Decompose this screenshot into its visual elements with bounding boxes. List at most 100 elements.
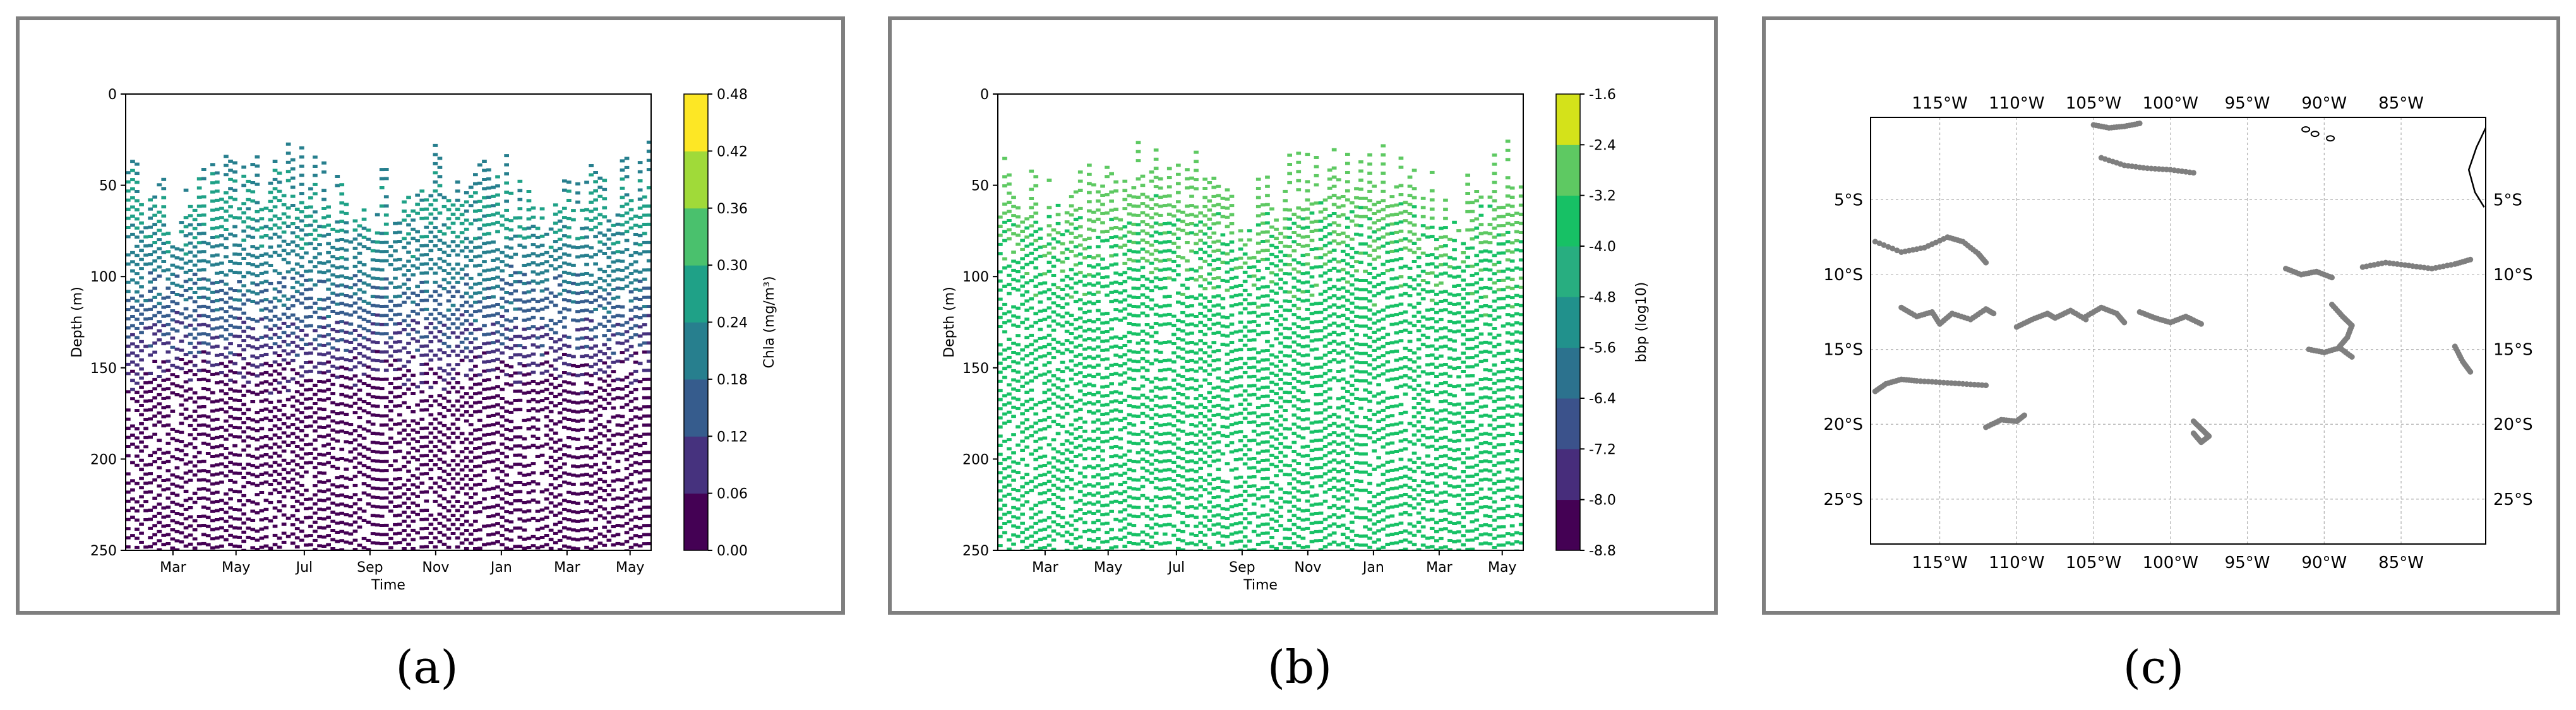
heatmap-cell bbox=[446, 445, 452, 449]
heatmap-cell bbox=[126, 353, 131, 357]
heatmap-cell bbox=[1064, 485, 1070, 488]
heatmap-cell bbox=[215, 290, 220, 293]
heatmap-cell bbox=[450, 477, 456, 481]
heatmap-cell bbox=[606, 456, 612, 460]
heatmap-cell bbox=[495, 512, 500, 516]
heatmap-cell bbox=[135, 244, 140, 248]
heatmap-cell bbox=[589, 529, 594, 533]
heatmap-cell bbox=[1051, 319, 1057, 323]
heatmap-cell bbox=[326, 461, 331, 464]
heatmap-cell bbox=[263, 370, 269, 374]
heatmap-cell bbox=[308, 461, 313, 464]
heatmap-cell bbox=[642, 213, 647, 217]
heatmap-cell bbox=[535, 454, 541, 458]
heatmap-cell bbox=[379, 414, 385, 418]
heatmap-cell bbox=[370, 249, 376, 252]
heatmap-cell bbox=[1051, 465, 1057, 469]
heatmap-cell bbox=[205, 534, 211, 538]
heatmap-cell bbox=[370, 449, 376, 453]
heatmap-cell bbox=[259, 408, 265, 412]
heatmap-cell bbox=[304, 224, 309, 228]
heatmap-cell bbox=[606, 356, 612, 360]
heatmap-cell bbox=[504, 309, 509, 312]
heatmap-cell bbox=[179, 394, 184, 398]
heatmap-cell bbox=[259, 545, 265, 549]
heatmap-cell bbox=[135, 217, 140, 221]
heatmap-cell bbox=[361, 290, 367, 294]
heatmap-cell bbox=[294, 518, 300, 521]
heatmap-cell bbox=[1082, 475, 1087, 479]
heatmap-cell bbox=[1038, 519, 1043, 523]
heatmap-cell bbox=[179, 312, 184, 316]
heatmap-cell bbox=[517, 508, 523, 512]
heatmap-cell bbox=[152, 341, 157, 345]
heatmap-cell bbox=[192, 446, 198, 449]
heatmap-cell bbox=[313, 365, 318, 369]
heatmap-cell bbox=[1055, 459, 1061, 463]
heatmap-cell bbox=[237, 453, 242, 457]
heatmap-cell bbox=[1029, 242, 1034, 246]
heatmap-cell bbox=[624, 211, 630, 215]
heatmap-cell bbox=[562, 425, 567, 429]
heatmap-cell bbox=[165, 377, 171, 381]
heatmap-cell bbox=[232, 444, 237, 447]
heatmap-cell bbox=[597, 295, 603, 299]
heatmap-cell bbox=[491, 450, 496, 454]
heatmap-cell bbox=[188, 396, 193, 400]
x-tick-label: Jul bbox=[295, 560, 313, 576]
heatmap-cell bbox=[424, 326, 429, 329]
heatmap-cell bbox=[477, 246, 482, 249]
heatmap-cell bbox=[126, 253, 131, 257]
heatmap-cell bbox=[215, 171, 220, 175]
heatmap-cell bbox=[517, 408, 523, 411]
heatmap-cell bbox=[281, 504, 287, 508]
heatmap-cell bbox=[1024, 281, 1029, 285]
heatmap-cell bbox=[628, 427, 634, 430]
heatmap-cell bbox=[196, 332, 202, 336]
heatmap-cell bbox=[548, 319, 554, 322]
heatmap-cell bbox=[597, 377, 603, 381]
heatmap-cell bbox=[183, 507, 189, 511]
heatmap-cell bbox=[606, 311, 612, 314]
heatmap-cell bbox=[157, 521, 162, 524]
heatmap-cell bbox=[530, 316, 536, 319]
heatmap-cell bbox=[205, 497, 211, 501]
heatmap-cell bbox=[374, 259, 380, 262]
heatmap-cell bbox=[437, 494, 443, 498]
heatmap-cell bbox=[526, 226, 532, 230]
heatmap-cell bbox=[419, 308, 425, 312]
heatmap-cell bbox=[263, 261, 269, 265]
heatmap-cell bbox=[219, 371, 224, 374]
heatmap-cell bbox=[126, 216, 131, 220]
heatmap-cell bbox=[584, 326, 589, 330]
heatmap-cell bbox=[1077, 316, 1083, 320]
heatmap-cell bbox=[130, 351, 135, 355]
heatmap-cell bbox=[1011, 451, 1016, 455]
heatmap-cell bbox=[196, 223, 202, 227]
heatmap-cell bbox=[326, 342, 331, 346]
heatmap-cell bbox=[299, 347, 304, 350]
heatmap-cell bbox=[152, 232, 157, 235]
heatmap-cell bbox=[205, 360, 211, 364]
heatmap-cell bbox=[1024, 326, 1029, 330]
heatmap-cell bbox=[482, 223, 487, 227]
heatmap-cell bbox=[321, 471, 326, 475]
heatmap-cell bbox=[464, 218, 469, 222]
heatmap-cell bbox=[557, 237, 563, 241]
heatmap-cell bbox=[232, 261, 237, 265]
heatmap-cell bbox=[415, 348, 420, 352]
heatmap-cell bbox=[357, 333, 362, 337]
heatmap-cell bbox=[196, 195, 202, 199]
heatmap-cell bbox=[504, 281, 509, 285]
heatmap-cell bbox=[299, 146, 304, 150]
heatmap-cell bbox=[366, 338, 371, 341]
heatmap-cell bbox=[437, 348, 443, 352]
heatmap-cell bbox=[157, 228, 162, 232]
heatmap-cell bbox=[437, 366, 443, 370]
heatmap-cell bbox=[379, 387, 385, 391]
heatmap-cell bbox=[205, 260, 211, 264]
heatmap-cell bbox=[1038, 291, 1043, 295]
heatmap-cell bbox=[450, 285, 456, 289]
heatmap-cell bbox=[148, 244, 153, 247]
heatmap-cell bbox=[379, 359, 385, 363]
